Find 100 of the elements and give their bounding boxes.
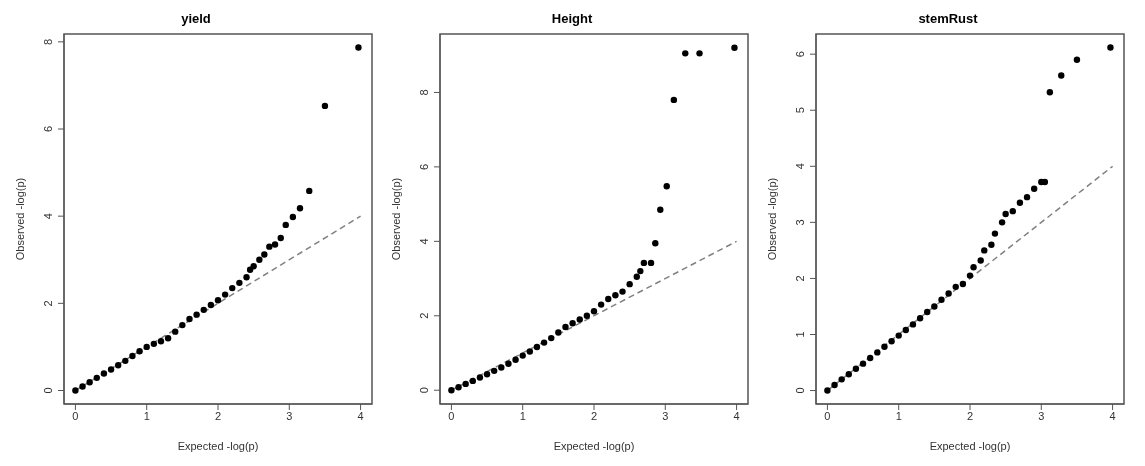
point	[519, 352, 526, 359]
y-tick-label: 2	[794, 275, 806, 282]
point	[136, 348, 143, 355]
x-tick-label: 4	[733, 409, 740, 422]
point	[455, 384, 462, 391]
point	[1023, 193, 1031, 201]
point	[306, 187, 313, 195]
point	[977, 257, 984, 264]
x-tick-label: 0	[72, 409, 79, 422]
chart-title: stemRust	[917, 10, 979, 28]
point	[1002, 210, 1009, 218]
point	[696, 50, 703, 57]
point	[505, 360, 512, 367]
point	[1073, 56, 1081, 63]
y-tick-label: 8	[42, 38, 54, 45]
y-tick-label: 1	[794, 331, 806, 338]
point	[186, 315, 193, 323]
point	[150, 340, 158, 348]
x-tick-label: 1	[143, 409, 150, 422]
point	[824, 387, 831, 394]
point	[998, 219, 1006, 226]
point	[157, 338, 165, 345]
point	[619, 288, 626, 295]
point	[945, 290, 952, 297]
point	[93, 374, 100, 382]
point	[355, 44, 362, 51]
point	[852, 365, 860, 372]
point	[143, 343, 150, 351]
point	[831, 381, 838, 389]
point	[469, 377, 476, 385]
x-axis-title: Expected -log(p)	[177, 440, 259, 452]
point	[938, 296, 945, 303]
point	[647, 259, 655, 267]
point	[526, 348, 534, 355]
point	[266, 243, 273, 250]
point	[236, 279, 243, 287]
point	[597, 301, 605, 308]
point	[916, 315, 924, 322]
y-tick-label: 6	[794, 51, 806, 58]
point	[838, 376, 845, 383]
point	[569, 320, 576, 327]
point	[682, 50, 689, 57]
point	[533, 343, 541, 351]
point	[991, 230, 999, 237]
x-tick-label: 4	[357, 409, 364, 422]
point	[122, 357, 129, 365]
x-tick-label: 1	[519, 409, 526, 422]
y-axis-title: Observed -log(p)	[13, 177, 26, 261]
y-tick-label: 0	[418, 387, 430, 394]
point	[200, 306, 207, 314]
y-tick-label: 0	[42, 387, 54, 394]
point	[490, 367, 498, 375]
x-tick-label: 3	[286, 409, 293, 422]
point	[562, 323, 569, 331]
point	[959, 280, 967, 288]
x-tick-label: 2	[590, 409, 598, 422]
point	[1016, 199, 1024, 206]
point	[289, 213, 297, 221]
x-tick-label: 3	[1038, 409, 1045, 422]
y-tick-label: 4	[794, 163, 806, 170]
point	[909, 321, 917, 328]
y-tick-label: 6	[418, 163, 430, 170]
point	[859, 360, 867, 367]
point	[221, 291, 229, 298]
point	[881, 343, 888, 351]
point	[100, 370, 108, 377]
point	[657, 206, 664, 213]
point	[1046, 89, 1054, 96]
point	[207, 301, 215, 309]
x-tick-label: 2	[966, 409, 974, 422]
point	[1107, 44, 1114, 51]
point	[924, 308, 931, 316]
point	[261, 251, 268, 258]
x-tick-label: 4	[1109, 409, 1116, 422]
point	[540, 339, 548, 346]
point	[1009, 207, 1016, 215]
point	[72, 387, 79, 394]
x-tick-label: 0	[448, 409, 455, 422]
point	[605, 295, 612, 303]
point	[1030, 185, 1038, 192]
point	[902, 326, 910, 334]
point	[86, 379, 93, 386]
point	[246, 266, 254, 273]
point	[952, 283, 959, 291]
point	[282, 221, 289, 229]
point	[931, 303, 938, 310]
point	[107, 366, 115, 373]
point	[483, 371, 491, 378]
x-tick-label: 0	[824, 409, 831, 422]
point	[512, 356, 519, 363]
chart-title: Height	[550, 10, 594, 28]
point	[79, 383, 86, 390]
point	[476, 374, 484, 381]
point	[114, 362, 122, 369]
point	[321, 102, 329, 110]
point	[448, 387, 455, 394]
point	[626, 280, 633, 288]
point	[179, 321, 186, 329]
point	[548, 334, 555, 342]
y-tick-label: 0	[794, 387, 806, 394]
